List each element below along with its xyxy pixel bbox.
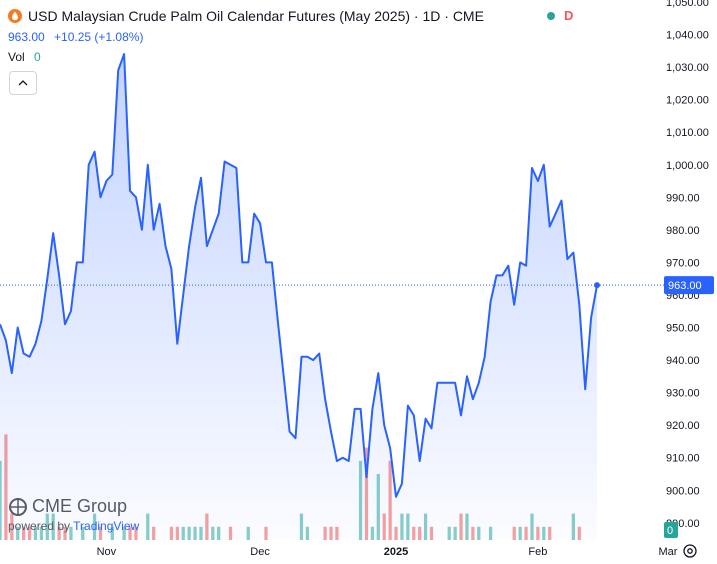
y-tick-label: 1,030.00 [666, 62, 709, 74]
market-status-dot[interactable] [547, 12, 555, 20]
price-row: 963.00 +10.25 (+1.08%) [8, 30, 149, 44]
volume-badge-label: 0 [667, 525, 673, 537]
cme-globe-icon [9, 497, 27, 516]
y-tick-label: 930.00 [666, 388, 700, 400]
powered-brand: TradingView [73, 519, 140, 533]
y-tick-label: 940.00 [666, 355, 700, 367]
powered-prefix: powered by [8, 519, 74, 533]
data-delayed-badge[interactable]: D [564, 8, 574, 23]
palm-oil-drop-icon [8, 9, 22, 23]
symbol-title: USD Malaysian Crude Palm Oil Calendar Fu… [28, 8, 484, 24]
y-tick-label: 900.00 [666, 485, 700, 497]
y-tick-label: 1,040.00 [666, 30, 709, 42]
chevron-up-icon [18, 80, 28, 86]
y-tick-label: 1,010.00 [666, 127, 709, 139]
chart-settings-icon[interactable] [682, 543, 698, 559]
y-tick-label: 910.00 [666, 453, 700, 465]
chart-title-row: USD Malaysian Crude Palm Oil Calendar Fu… [8, 8, 484, 24]
volume-value: 0 [34, 50, 41, 64]
x-tick-label: Nov [97, 546, 117, 558]
last-price-badge-label: 963.00 [668, 280, 702, 292]
logo-main: CME Group [8, 496, 139, 517]
volume-badge [664, 522, 678, 538]
last-price: 963.00 [8, 30, 45, 44]
logo-name: CME Group [32, 496, 128, 516]
y-tick-label: 1,050.00 [666, 0, 709, 9]
x-tick-label: Mar [658, 546, 677, 558]
volume-legend: Vol 0 [8, 50, 41, 64]
cme-group-logo[interactable]: CME Group powered by TradingView [8, 496, 139, 533]
last-price-badge [664, 276, 714, 295]
collapse-legend-button[interactable] [9, 71, 37, 95]
y-tick-label: 1,020.00 [666, 95, 709, 107]
y-tick-label: 980.00 [666, 225, 700, 237]
x-tick-label: Dec [250, 546, 270, 558]
volume-label: Vol [8, 50, 25, 64]
price-line [0, 53, 598, 498]
y-tick-label: 950.00 [666, 323, 700, 335]
price-area [0, 54, 597, 540]
x-tick-label: 2025 [384, 546, 408, 558]
powered-by: powered by TradingView [8, 519, 139, 533]
x-tick-label: Feb [528, 546, 547, 558]
y-tick-label: 1,000.00 [666, 160, 709, 172]
y-tick-label: 990.00 [666, 192, 700, 204]
price-change: +10.25 (+1.08%) [54, 30, 144, 44]
last-point-dot [594, 282, 600, 289]
y-tick-label: 920.00 [666, 420, 700, 432]
y-tick-label: 970.00 [666, 257, 700, 269]
